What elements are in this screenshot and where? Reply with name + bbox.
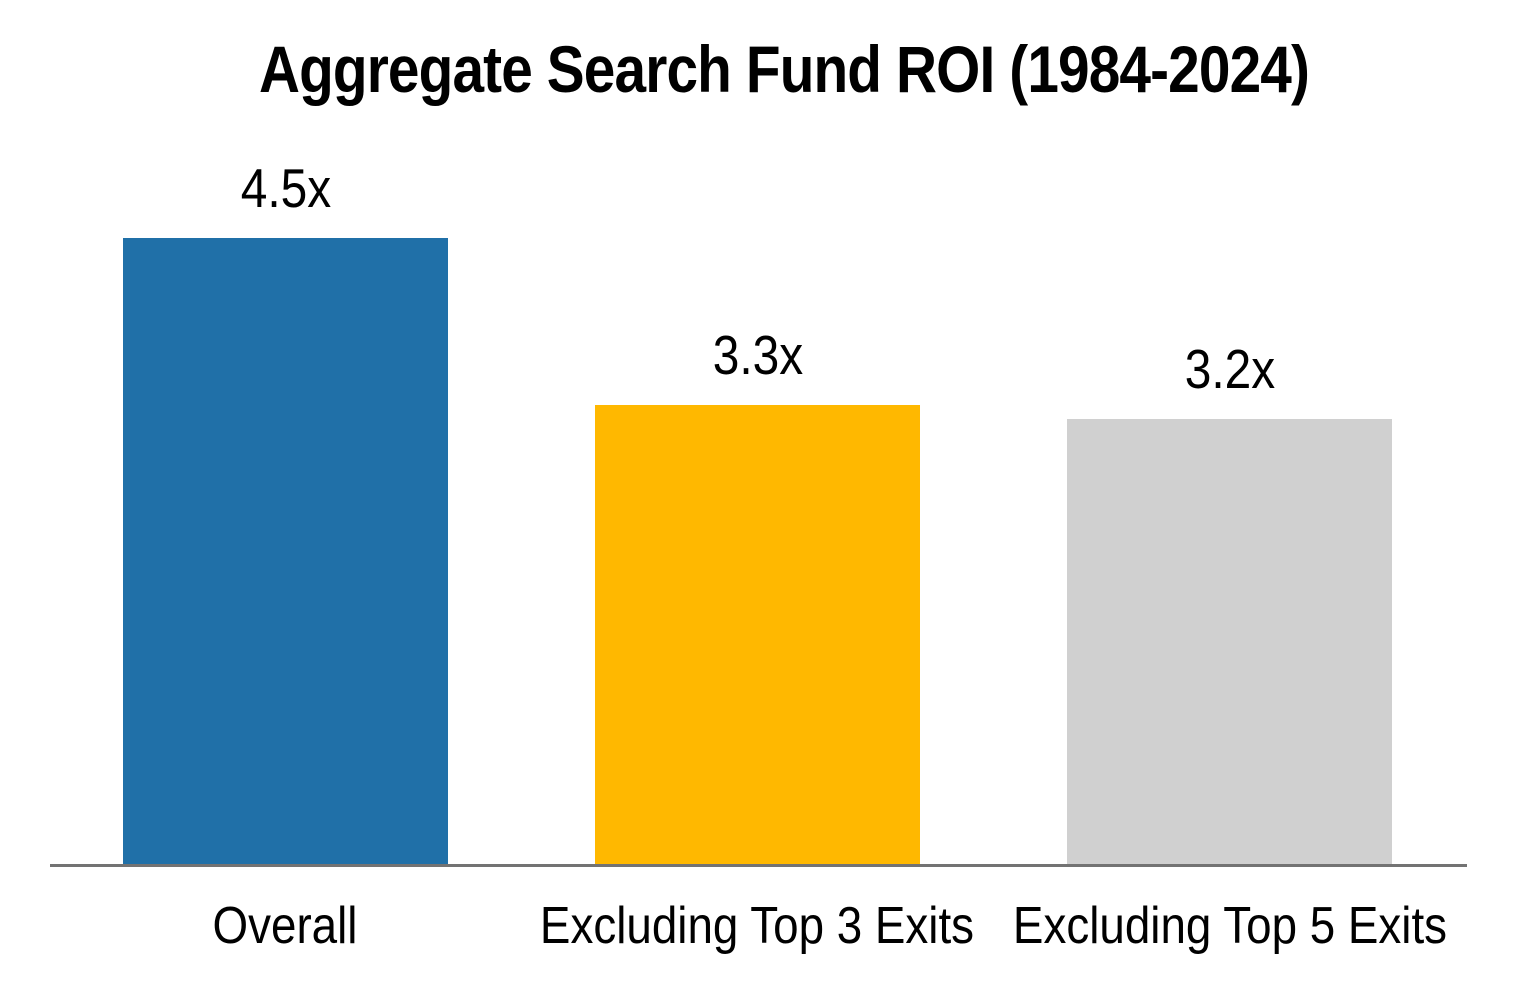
category-label-excluding-top-3-exits: Excluding Top 3 Exits: [539, 897, 975, 955]
category-label-overall: Overall: [212, 897, 358, 955]
chart-title: Aggregate Search Fund ROI (1984-2024): [258, 32, 1310, 106]
x-axis-line: [50, 864, 1467, 867]
bar-overall: [123, 238, 448, 864]
bar-group-excluding-top-5-exits: 3.2x: [1067, 342, 1392, 864]
category-label-excluding-top-5-exits: Excluding Top 5 Exits: [1012, 897, 1448, 955]
bar-value-label-excluding-top-3-exits: 3.3x: [712, 324, 803, 386]
bar-excluding-top-5-exits: [1067, 419, 1392, 864]
bar-excluding-top-3-exits: [595, 405, 920, 864]
bar-group-overall: 4.5x: [123, 161, 448, 864]
bar-value-label-excluding-top-5-exits: 3.2x: [1184, 338, 1275, 400]
bar-group-excluding-top-3-exits: 3.3x: [595, 328, 920, 864]
bar-value-label-overall: 4.5x: [240, 157, 331, 219]
